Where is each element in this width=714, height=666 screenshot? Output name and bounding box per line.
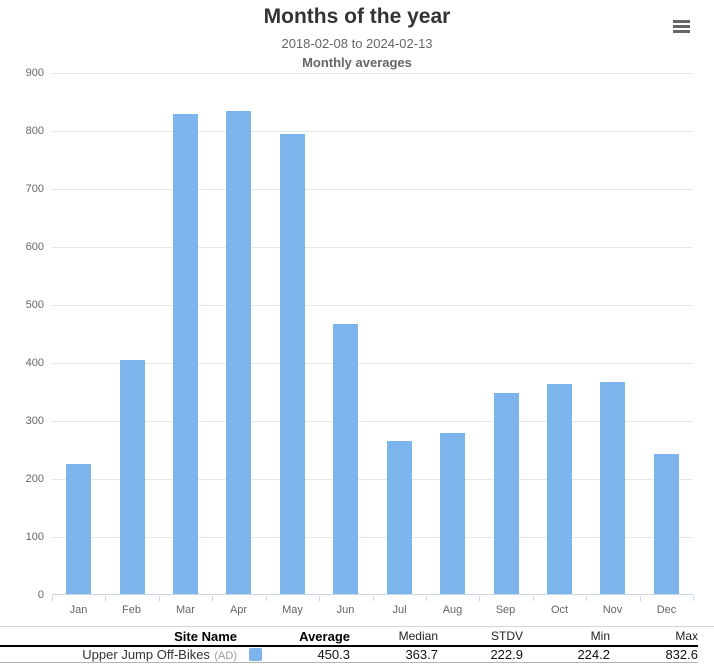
bar-feb[interactable] [120,360,145,594]
bar-jan[interactable] [66,464,91,594]
site-name-label: Upper Jump Off-Bikes [82,646,210,662]
header-stdv: STDV [490,629,523,643]
x-axis-label-apr: Apr [229,604,248,616]
x-axis-tick [640,596,641,601]
chart-subtitle-daterange: 2018-02-08 to 2024-02-13 [281,36,433,51]
value-min: 224.2 [577,647,610,662]
gridline-600 [52,247,693,248]
header-median: Median [398,629,438,643]
header-site-name: Site Name [174,628,237,644]
x-axis-tick [319,596,320,601]
bar-apr[interactable] [226,111,251,594]
bar-nov[interactable] [600,382,625,594]
x-axis-label-jan: Jan [69,604,88,616]
value-average: 450.3 [317,647,350,662]
x-axis-label-sep: Sep [495,604,516,616]
x-axis-tick [52,596,53,601]
gridline-800 [52,131,693,132]
x-axis-tick [533,596,534,601]
gridline-500 [52,305,693,306]
gridline-100 [52,537,693,538]
y-axis-label-300: 300 [25,415,44,427]
x-axis-tick [105,596,106,601]
bar-dec[interactable] [654,454,679,594]
x-axis-tick [586,596,587,601]
stats-table-row: Upper Jump Off-Bikes (AD) 450.3 363.7 22… [0,647,698,663]
y-axis-label-0: 0 [37,589,44,601]
x-axis-tick [426,596,427,601]
bar-sep[interactable] [494,393,519,594]
x-axis-label-jun: Jun [336,604,355,616]
y-axis-label-500: 500 [25,299,44,311]
x-axis-label-nov: Nov [602,604,623,616]
bar-jul[interactable] [387,441,412,594]
bar-may[interactable] [280,134,305,594]
value-median: 363.7 [405,647,438,662]
bar-oct[interactable] [547,384,572,594]
x-axis-tick [159,596,160,601]
chart-title: Months of the year [263,5,451,28]
value-stdv: 222.9 [490,647,523,662]
site-qualifier-label: (AD) [214,649,237,662]
x-axis-tick [266,596,267,601]
header-min: Min [590,629,610,643]
site-name-cell: Upper Jump Off-Bikes (AD) [0,646,237,664]
value-max: 832.6 [665,647,698,662]
y-axis-label-400: 400 [25,357,44,369]
plot-area [52,73,693,595]
y-axis-label-200: 200 [25,473,44,485]
y-axis-label-800: 800 [25,125,44,137]
x-axis-label-dec: Dec [656,604,677,616]
stats-table-header-row: Site Name Average Median STDV Min Max [0,627,698,647]
bar-mar[interactable] [173,114,198,594]
stats-table: Site Name Average Median STDV Min Max Up… [0,626,714,663]
x-axis-tick [479,596,480,601]
y-axis-label-900: 900 [25,67,44,79]
bar-aug[interactable] [440,433,465,594]
swatch-cell [237,646,267,664]
bar-jun[interactable] [333,324,358,594]
x-axis-label-mar: Mar [176,604,195,616]
gridline-300 [52,421,693,422]
legend-swatch[interactable] [249,647,262,661]
x-axis-label-feb: Feb [122,604,141,616]
x-axis-label-may: May [282,604,303,616]
x-axis-tick [212,596,213,601]
chart-subtitle-monthly-averages: Monthly averages [302,55,412,70]
y-axis-label-100: 100 [25,531,44,543]
x-axis-label-jul: Jul [392,604,407,616]
header-average: Average [299,628,350,644]
x-axis-tick [693,596,694,601]
export-menu-button[interactable] [669,16,693,38]
x-axis-label-aug: Aug [442,604,463,616]
x-axis-label-oct: Oct [550,604,569,616]
gridline-400 [52,363,693,364]
y-axis-label-600: 600 [25,241,44,253]
hamburger-icon [672,19,690,33]
gridline-200 [52,479,693,480]
gridline-900 [52,73,693,74]
y-axis-label-700: 700 [25,183,44,195]
gridline-700 [52,189,693,190]
x-axis-tick [373,596,374,601]
header-max: Max [675,629,698,643]
